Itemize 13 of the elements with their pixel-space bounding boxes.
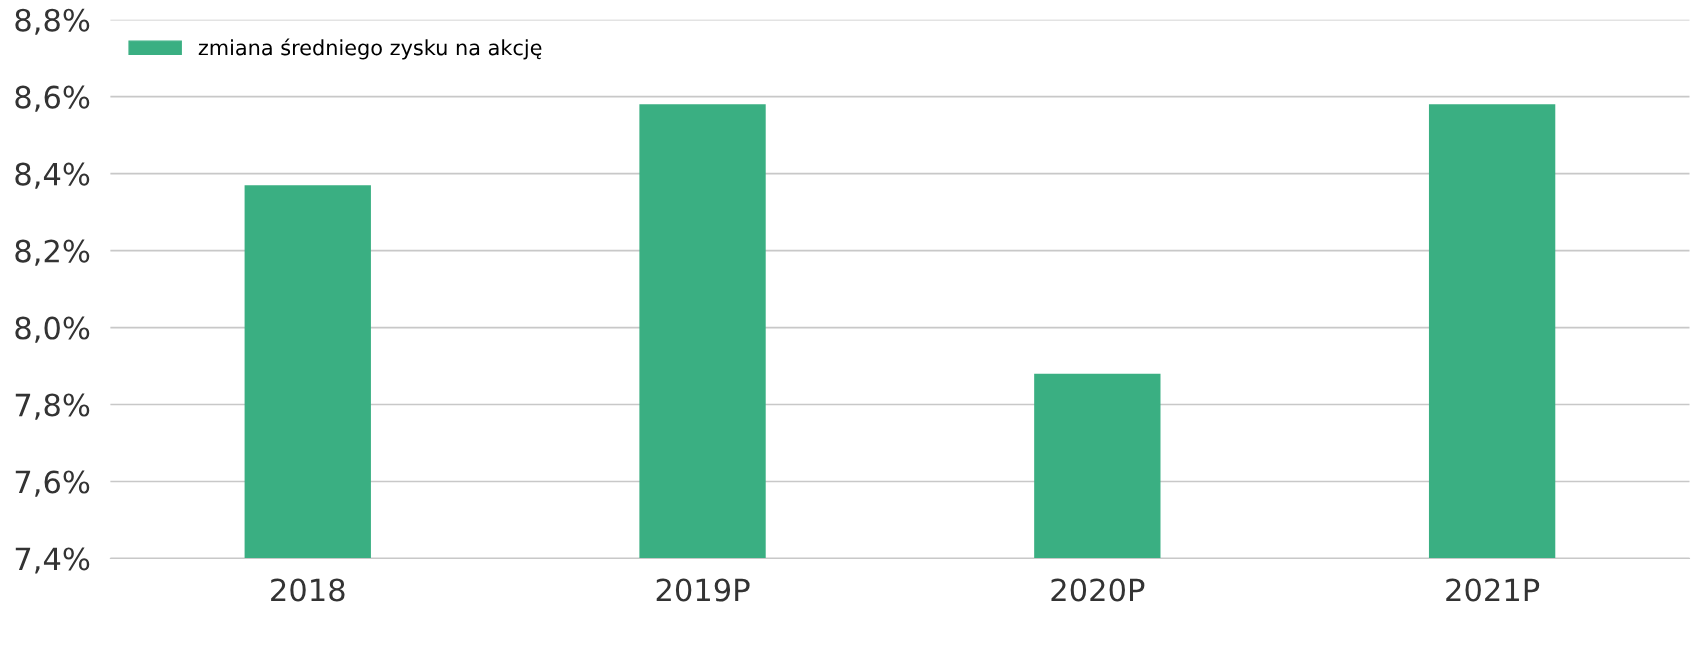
x-tick-label: 2018 (271, 578, 345, 602)
x-tick-label: 2020P (1051, 578, 1145, 602)
y-tick-label: 8,0% (15, 316, 90, 343)
y-tick-label: 8,8% (15, 8, 90, 35)
x-tick-label: 2021P (1446, 578, 1540, 602)
legend-label: zmiana średniego zysku na akcję (198, 38, 542, 60)
y-tick-label: 8,4% (15, 162, 90, 189)
y-tick-label: 7,4% (15, 547, 90, 574)
y-tick-label: 7,6% (15, 470, 90, 497)
y-tick-label: 7,8% (15, 393, 90, 420)
x-tick-label: 2019P (656, 578, 750, 602)
y-tick-label: 8,6% (15, 85, 90, 112)
y-tick-label: 8,2% (15, 239, 90, 266)
